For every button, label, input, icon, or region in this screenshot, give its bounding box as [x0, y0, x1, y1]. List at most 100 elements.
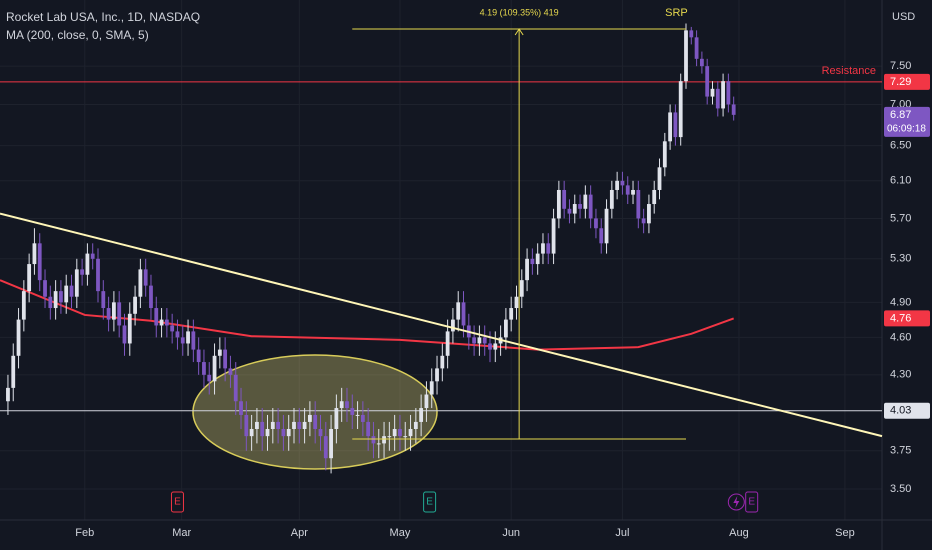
candle-body	[509, 308, 514, 320]
candle-body	[678, 81, 683, 138]
candle-body	[138, 269, 143, 297]
candle-body	[233, 374, 238, 402]
candle-body	[191, 331, 196, 350]
candle-body	[48, 296, 53, 309]
candle-body	[514, 296, 519, 309]
candle-body	[493, 343, 498, 350]
event-label: E	[748, 497, 755, 508]
candle-body	[196, 349, 201, 363]
candle-body	[106, 308, 111, 320]
candle-body	[673, 112, 678, 138]
candle-body	[604, 208, 609, 244]
candle-body	[313, 414, 318, 429]
y-tick-label: 4.90	[890, 296, 911, 308]
candle-body	[684, 30, 688, 82]
candle-body	[556, 189, 561, 219]
candle-body	[641, 218, 646, 224]
candle-body	[53, 291, 58, 309]
candle-body	[699, 58, 704, 67]
measure-arrow	[514, 28, 524, 36]
candle-body	[244, 414, 249, 437]
candle-body	[562, 189, 567, 209]
candle-body	[307, 414, 312, 422]
candle-body	[297, 421, 302, 429]
candle-body	[180, 337, 185, 344]
candle-body	[281, 428, 286, 437]
candle-body	[477, 337, 482, 344]
candle-body	[625, 185, 630, 195]
candle-body	[323, 436, 328, 459]
candle-body	[270, 421, 275, 429]
candle-body	[111, 302, 116, 320]
candle-body	[223, 349, 228, 369]
candle-body	[212, 355, 217, 382]
candle-body	[726, 81, 731, 105]
candle-body	[334, 408, 339, 429]
x-tick-label: Feb	[75, 527, 94, 539]
candle-body	[657, 167, 662, 190]
price-tag-label: 4.76	[890, 312, 911, 324]
price-tag-label: 7.29	[890, 76, 911, 88]
candle-body	[154, 308, 159, 326]
candle-body	[636, 189, 641, 219]
y-tick-label: 3.75	[890, 445, 911, 457]
candle-body	[239, 401, 243, 415]
y-tick-label: 6.50	[890, 139, 911, 151]
candle-body	[461, 302, 466, 326]
candle-body	[382, 436, 386, 444]
candle-body	[265, 428, 270, 437]
candle-body	[371, 436, 376, 444]
candle-body	[360, 414, 365, 422]
candle-body	[318, 428, 323, 437]
currency: USD	[892, 11, 915, 23]
candle-body	[710, 88, 715, 97]
candle-body	[662, 141, 667, 168]
candle-body	[207, 374, 212, 382]
candle-body	[567, 208, 572, 214]
candle-body	[429, 381, 434, 395]
candle-body	[705, 66, 710, 97]
price-tag	[884, 73, 930, 90]
candle-body	[350, 408, 355, 415]
y-tick-label: 7.50	[890, 60, 911, 72]
x-tick-label: Jul	[615, 527, 629, 539]
candle-body	[74, 269, 79, 297]
candle-body	[366, 421, 371, 437]
candle-body	[292, 421, 296, 429]
x-tick-label: Mar	[172, 527, 191, 539]
candle-body	[149, 285, 153, 309]
candle-body	[85, 253, 90, 275]
candle-body	[345, 401, 349, 409]
candle-body	[260, 421, 265, 437]
price-tag-label: 6.87	[890, 109, 911, 121]
candle-body	[255, 421, 259, 429]
candle-body	[159, 319, 164, 326]
candle-body	[583, 194, 588, 209]
y-tick-label: 4.30	[890, 369, 911, 381]
candle-body	[96, 258, 100, 292]
candle-body	[69, 285, 74, 297]
candle-body	[202, 362, 206, 375]
event-marker	[423, 491, 437, 513]
candle-body	[122, 325, 127, 344]
candle-body	[117, 302, 122, 326]
trendline	[0, 212, 883, 438]
candle-body	[143, 269, 148, 286]
x-tick-label: Aug	[729, 527, 749, 539]
candle-body	[27, 264, 32, 292]
candle-body	[11, 355, 16, 388]
candle-body	[403, 436, 408, 438]
event-marker	[170, 491, 184, 513]
candle-body	[302, 421, 307, 429]
candle-body	[21, 291, 26, 320]
price-tag	[884, 310, 930, 327]
candle-body	[127, 313, 132, 344]
candle-body	[503, 319, 508, 338]
srp-label: SRP	[665, 7, 688, 19]
candle-body	[731, 104, 736, 115]
candle-body	[578, 204, 582, 209]
candle-body	[482, 337, 487, 344]
candle-body	[398, 428, 402, 437]
candle-body	[652, 189, 657, 205]
